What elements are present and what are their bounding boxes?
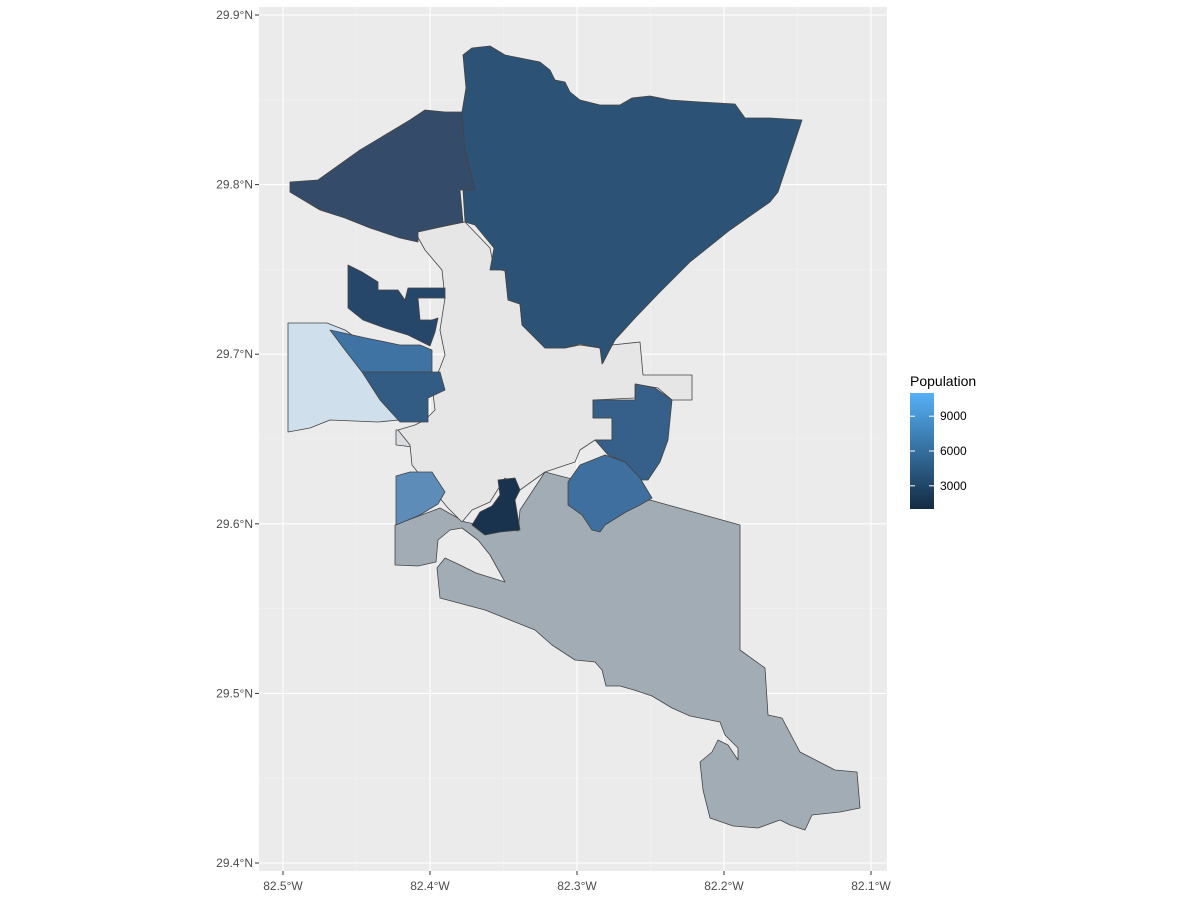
region-north-large-tract <box>461 45 803 365</box>
region-northwest-tract <box>289 109 476 243</box>
region-west-upper-tract <box>347 264 446 347</box>
region-west-lower-tract <box>395 471 446 526</box>
region-east-tract <box>592 383 673 481</box>
region-west-mid-tract <box>361 371 446 423</box>
y-tick-label: 29.8°N <box>216 178 253 192</box>
legend-label: 6000 <box>940 444 967 458</box>
legend-title: Population <box>910 373 976 389</box>
y-tick-label: 29.5°N <box>216 686 253 700</box>
x-tick-label: 82.1°W <box>851 879 891 893</box>
x-tick-label: 82.5°W <box>263 879 303 893</box>
y-tick-label: 29.4°N <box>216 856 253 870</box>
region-west-blue-tract <box>329 329 433 373</box>
x-tick-label: 82.4°W <box>410 879 450 893</box>
legend-label: 3000 <box>940 479 967 493</box>
y-tick-label: 29.9°N <box>216 8 253 22</box>
legend-label: 9000 <box>940 409 967 423</box>
y-tick-label: 29.7°N <box>216 347 253 361</box>
region-central-dark-tract <box>471 477 521 536</box>
x-tick-label: 82.3°W <box>557 879 597 893</box>
x-tick-label: 82.2°W <box>704 879 744 893</box>
region-southeast-blue-tract <box>567 454 653 533</box>
y-tick-label: 29.6°N <box>216 517 253 531</box>
